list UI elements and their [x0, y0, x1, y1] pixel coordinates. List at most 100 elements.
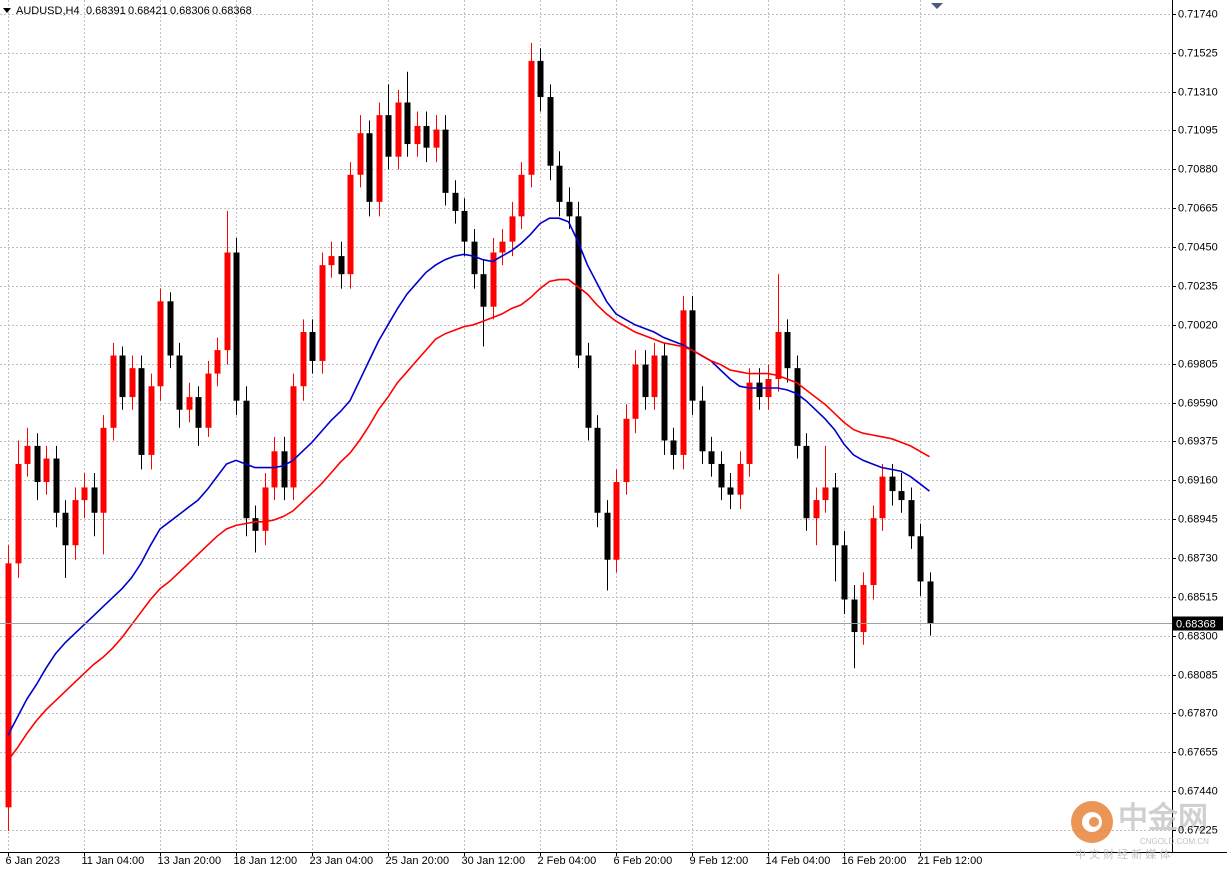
- header-high: 0.68421: [128, 5, 168, 17]
- y-tick-label: 0.68085: [1178, 669, 1218, 681]
- watermark-slogan: 中 文 财 经 新 媒 体: [1075, 847, 1170, 861]
- x-tick-label: 13 Jan 20:00: [158, 855, 222, 867]
- candle-body: [509, 216, 516, 242]
- candle-body: [252, 518, 259, 531]
- candle-body: [357, 133, 364, 175]
- x-tick-label: 23 Jan 04:00: [310, 855, 374, 867]
- candle-body: [347, 174, 354, 275]
- y-tick-label: 0.71095: [1178, 124, 1218, 136]
- candle-body: [110, 355, 117, 428]
- candle-body: [613, 482, 620, 560]
- candle-body: [5, 563, 12, 808]
- candle-body: [404, 102, 411, 145]
- y-tick-label: 0.71525: [1178, 47, 1218, 59]
- candle-body: [651, 355, 658, 398]
- x-tick-label: 6 Feb 20:00: [614, 855, 673, 867]
- candle-body: [461, 210, 468, 242]
- header: AUDUSD,H4 0.68391 0.68421 0.68306 0.6836…: [16, 5, 252, 17]
- candle-body: [822, 487, 829, 501]
- watermark-brand: 中金网: [1118, 801, 1208, 835]
- candle-body: [452, 192, 459, 211]
- y-tick-label: 0.67870: [1178, 707, 1218, 719]
- candle-body: [898, 491, 905, 501]
- candle-body: [100, 427, 107, 513]
- x-tick-label: 25 Jan 20:00: [386, 855, 450, 867]
- y-tick-label: 0.68300: [1178, 630, 1218, 642]
- candle-body: [480, 274, 487, 307]
- y-tick-label: 0.67655: [1178, 746, 1218, 758]
- candle-body: [300, 332, 307, 387]
- candle-body: [585, 355, 592, 428]
- candle-body: [708, 451, 715, 464]
- header-close: 0.68368: [212, 5, 252, 17]
- candle-body: [594, 427, 601, 513]
- candle-body: [309, 332, 316, 361]
- x-tick-label: 30 Jan 12:00: [462, 855, 526, 867]
- candle-body: [699, 400, 706, 452]
- x-tick-label: 14 Feb 04:00: [766, 855, 831, 867]
- candle-body: [262, 487, 269, 531]
- y-tick-label: 0.67440: [1178, 785, 1218, 797]
- candle-body: [186, 397, 193, 410]
- candle-body: [471, 241, 478, 275]
- candle-body: [832, 487, 839, 546]
- y-tick-label: 0.70235: [1178, 280, 1218, 292]
- y-tick-label: 0.71740: [1178, 8, 1218, 20]
- candle-body: [338, 256, 345, 275]
- candle-body: [233, 252, 240, 401]
- candle-body: [195, 397, 202, 428]
- candle-body: [680, 310, 687, 455]
- x-tick-label: 9 Feb 12:00: [690, 855, 749, 867]
- candle-body: [794, 368, 801, 446]
- candle-body: [328, 256, 335, 266]
- candle-body: [670, 440, 677, 455]
- y-tick-label: 0.71310: [1178, 86, 1218, 98]
- y-tick-label: 0.68945: [1178, 513, 1218, 525]
- candle-body: [15, 463, 22, 564]
- candle-body: [119, 355, 126, 398]
- candle-body: [138, 368, 145, 455]
- candle-body: [205, 373, 212, 428]
- candle-body: [556, 165, 563, 202]
- candle-body: [129, 368, 136, 398]
- candle-body: [395, 102, 402, 157]
- candle-body: [281, 451, 288, 488]
- candle-body: [537, 60, 544, 98]
- candle-body: [91, 487, 98, 513]
- shift-marker: [931, 3, 943, 9]
- candle-body: [72, 500, 79, 546]
- candle-body: [689, 310, 696, 401]
- y-tick-label: 0.69375: [1178, 435, 1218, 447]
- candle-body: [632, 364, 639, 419]
- candle-body: [727, 487, 734, 495]
- candle-body: [148, 386, 155, 455]
- y-tick-label: 0.68515: [1178, 591, 1218, 603]
- candle-body: [718, 463, 725, 488]
- y-tick-label: 0.70665: [1178, 202, 1218, 214]
- candle-body: [917, 536, 924, 582]
- candle-body: [490, 252, 497, 307]
- watermark: 中金网 CNGOLD.COM.CN 中 文 财 经 新 媒 体: [1071, 801, 1209, 861]
- x-tick-label: 6 Jan 2023: [6, 855, 60, 867]
- candle-body: [566, 201, 573, 217]
- candle-body: [803, 445, 810, 519]
- y-tick-label: 0.69160: [1178, 474, 1218, 486]
- watermark-site: CNGOLD.COM.CN: [1140, 837, 1209, 846]
- symbol: AUDUSD,H4: [16, 5, 80, 17]
- candle-body: [604, 512, 611, 560]
- y-tick-label: 0.70880: [1178, 163, 1218, 175]
- moving-average: [7, 278, 930, 761]
- candle-body: [442, 129, 449, 193]
- x-tick-label: 2 Feb 04:00: [538, 855, 597, 867]
- candle-body: [319, 265, 326, 361]
- y-tick-label: 0.69590: [1178, 397, 1218, 409]
- candle-body: [547, 97, 554, 166]
- candle-body: [737, 463, 744, 495]
- watermark-logo-dot: [1089, 817, 1099, 827]
- candle-body: [908, 500, 915, 537]
- moving-average: [7, 217, 930, 736]
- candle-body: [176, 355, 183, 410]
- y-tick-label: 0.70450: [1178, 241, 1218, 253]
